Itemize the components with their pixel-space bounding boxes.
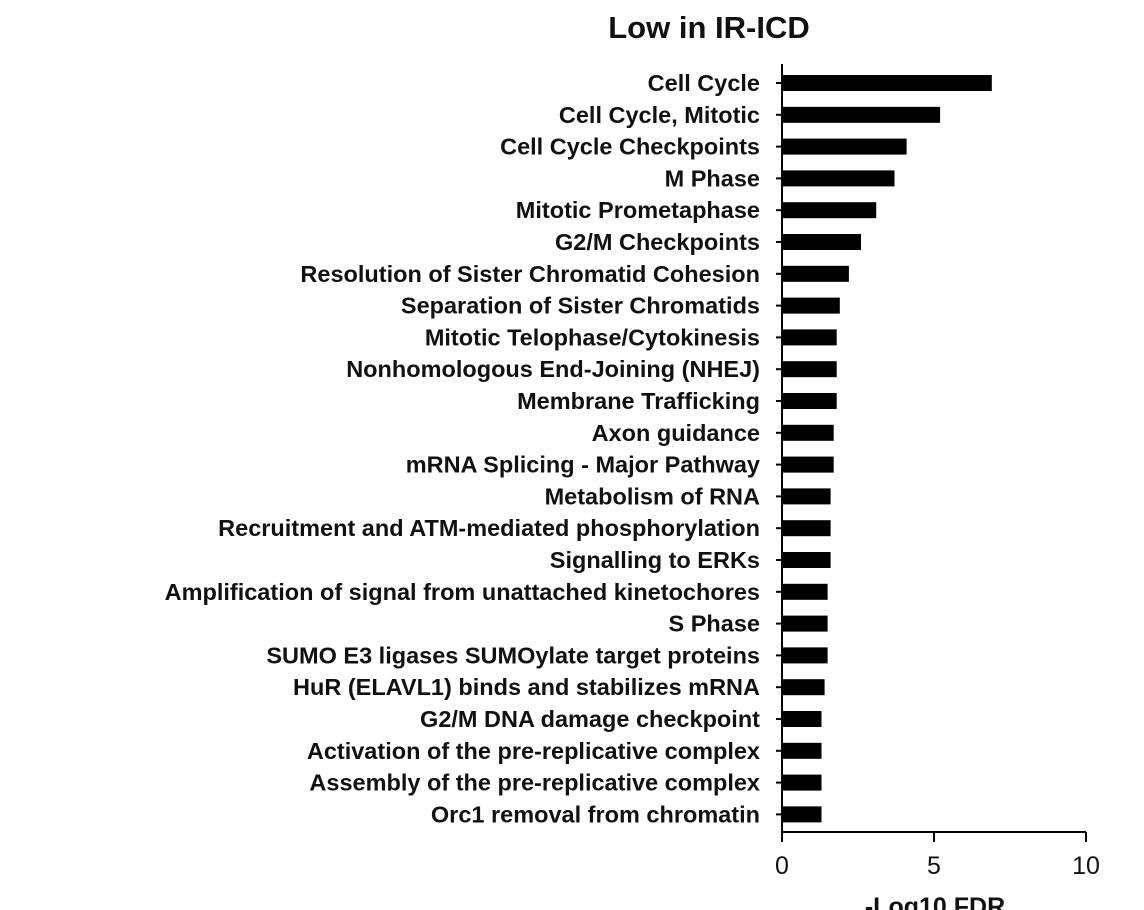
x-tick-label-1: 5 [927,852,941,880]
category-label-0: Cell Cycle [648,70,760,96]
bar-14 [782,520,831,537]
category-label-6: Resolution of Sister Chromatid Cohesion [300,261,760,287]
category-label-22: Assembly of the pre-replicative complex [309,770,760,796]
x-axis-title: -Log10 FDR [865,893,1005,910]
bar-10 [782,393,837,409]
bar-15 [782,552,831,568]
bar-21 [782,742,822,759]
bar-11 [782,424,834,441]
bar-17 [782,615,828,632]
category-label-5: G2/M Checkpoints [555,229,760,255]
category-label-2: Cell Cycle Checkpoints [500,134,760,160]
category-label-18: SUMO E3 ligases SUMOylate target protein… [266,642,760,668]
category-label-10: Membrane Trafficking [517,388,760,414]
bar-2 [782,138,907,155]
category-label-8: Mitotic Telophase/Cytokinesis [425,324,760,350]
x-tick-label-0: 0 [775,852,789,880]
category-label-21: Activation of the pre-replicative comple… [307,738,760,764]
category-label-9: Nonhomologous End-Joining (NHEJ) [346,356,760,382]
bar-20 [782,711,822,727]
category-label-11: Axon guidance [592,420,760,446]
bar-8 [782,329,837,346]
bar-7 [782,297,840,314]
category-label-17: S Phase [669,611,760,637]
category-label-15: Signalling to ERKs [550,547,760,573]
bar-1 [782,106,941,123]
bar-0 [782,75,992,91]
category-label-3: M Phase [665,165,760,191]
axes: 0 5 10 [775,64,1100,880]
category-labels: Cell Cycle Cell Cycle, Mitotic Cell Cycle … [165,70,761,827]
category-label-4: Mitotic Prometaphase [516,197,760,223]
bar-22 [782,774,822,791]
bar-23 [782,806,822,823]
category-label-13: Metabolism of RNA [545,483,760,509]
x-tick-label-2: 10 [1072,852,1100,880]
bar-3 [782,170,895,187]
bar-9 [782,361,837,378]
bar-19 [782,679,825,696]
category-label-1: Cell Cycle, Mitotic [559,102,760,128]
bar-6 [782,265,849,282]
category-label-14: Recruitment and ATM-mediated phosphoryla… [218,515,760,541]
category-label-23: Orc1 removal from chromatin [431,801,760,827]
category-label-19: HuR (ELAVL1) binds and stabilizes mRNA [293,674,760,700]
bar-16 [782,583,828,600]
category-label-7: Separation of Sister Chromatids [401,293,760,319]
category-label-12: mRNA Splicing - Major Pathway [406,452,760,478]
bar-12 [782,456,834,473]
bar-18 [782,647,828,664]
bar-4 [782,202,877,219]
bar-13 [782,488,831,505]
category-label-20: G2/M DNA damage checkpoint [420,706,760,732]
bars-layer [782,75,992,823]
bar-5 [782,234,861,250]
chart-title: Low in IR-ICD [608,10,809,45]
category-label-16: Amplification of signal from unattached … [165,579,760,605]
